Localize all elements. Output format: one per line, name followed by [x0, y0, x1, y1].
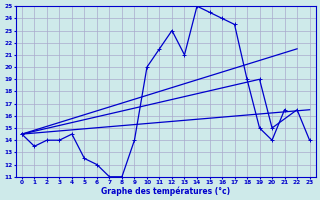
X-axis label: Graphe des températures (°c): Graphe des températures (°c): [101, 186, 230, 196]
